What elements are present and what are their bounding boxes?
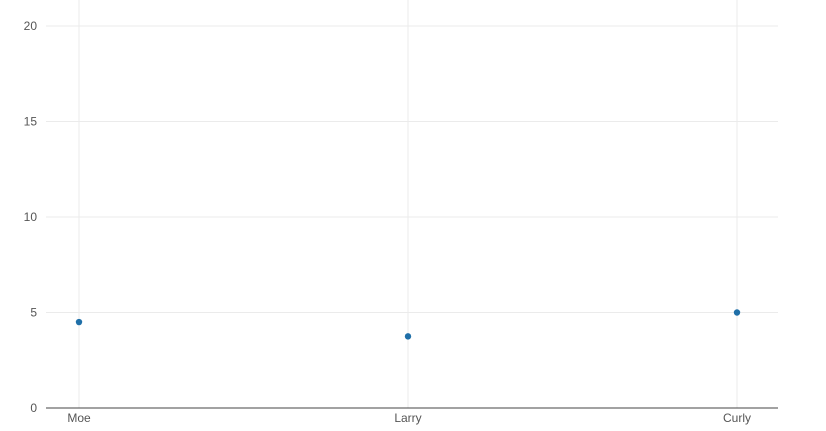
data-point[interactable]	[733, 309, 741, 316]
y-tick-label: 5	[30, 306, 37, 320]
x-tick-label: Curly	[723, 411, 751, 425]
data-point[interactable]	[75, 318, 83, 326]
y-tick-label: 10	[24, 210, 38, 224]
tick-labels: 0 5 10 15 20 Moe Larry Curly	[24, 19, 751, 425]
data-point[interactable]	[404, 333, 412, 340]
y-tick-label: 15	[24, 115, 38, 129]
y-tick-label: 0	[30, 401, 37, 415]
x-tick-label: Larry	[394, 411, 421, 425]
data-points	[75, 309, 741, 340]
x-tick-label: Moe	[67, 411, 91, 425]
grid-lines	[46, 0, 778, 408]
y-tick-label: 20	[24, 19, 38, 33]
